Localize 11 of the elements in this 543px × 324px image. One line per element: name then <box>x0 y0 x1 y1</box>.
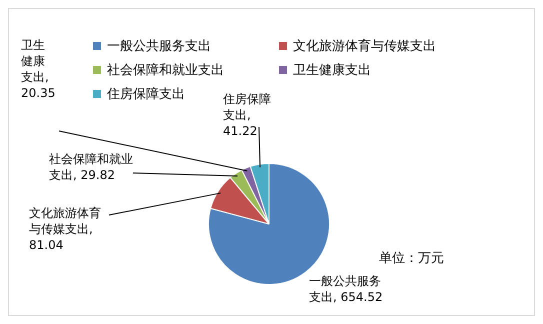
data-label: 文化旅游体育与传媒支出, 81.04 <box>29 205 102 253</box>
legend-label: 卫生健康支出 <box>293 62 371 79</box>
data-label: 卫生健康支出, 20.35 <box>21 37 56 101</box>
data-label: 住房保障支出, 41.22 <box>223 91 272 139</box>
text: 单位：万元 <box>379 250 444 267</box>
data-label: 一般公共服务支出, 654.52 <box>309 273 384 305</box>
legend-label: 社会保障和就业支出 <box>107 62 224 79</box>
data-label: 社会保障和就业支出, 29.82 <box>49 151 134 183</box>
legend-label: 文化旅游体育与传媒支出 <box>293 38 436 55</box>
legend-label: 一般公共服务支出 <box>107 38 211 55</box>
legend-label: 住房保障支出 <box>107 86 185 103</box>
